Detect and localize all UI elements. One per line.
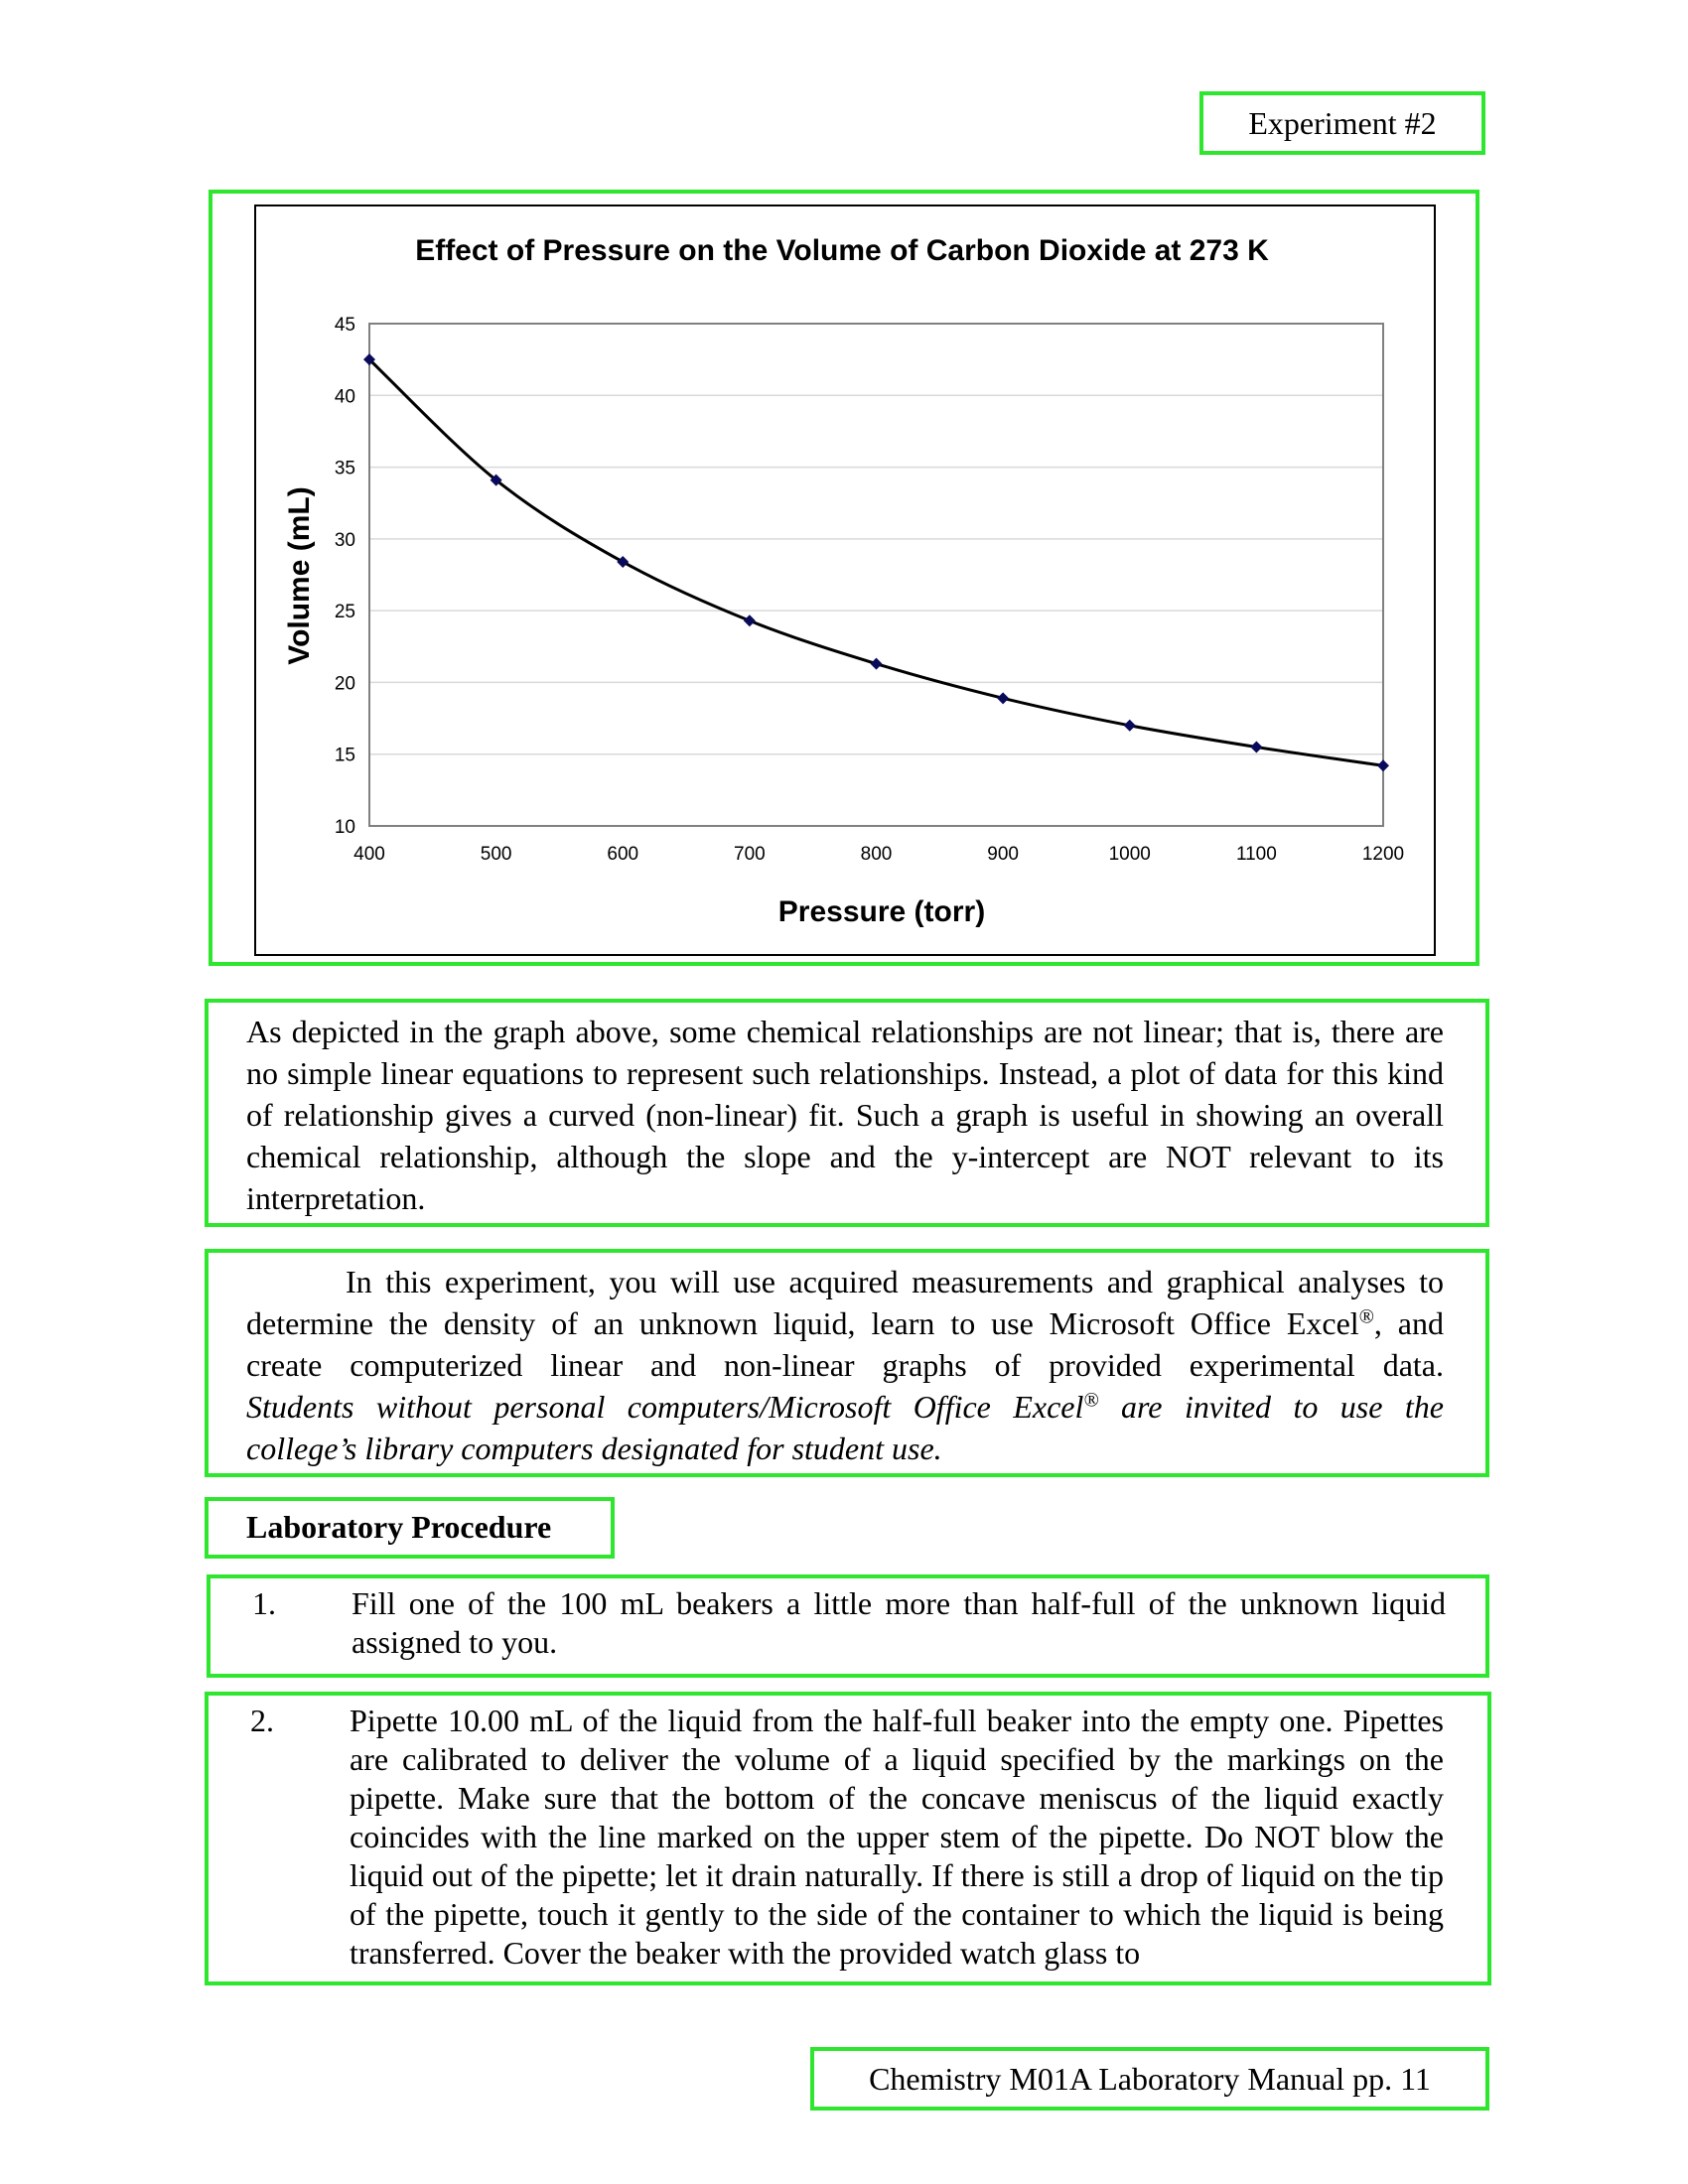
x-axis-label: Pressure (torr) bbox=[778, 895, 985, 928]
y-tick-label: 40 bbox=[335, 386, 355, 407]
experiment-label-box: Experiment #2 bbox=[1199, 91, 1485, 155]
data-point bbox=[363, 353, 375, 366]
procedure-heading-box: Laboratory Procedure bbox=[205, 1497, 615, 1559]
data-point bbox=[1123, 719, 1136, 732]
experiment-line-1: In this experiment, you will use acquire… bbox=[346, 1264, 1444, 1299]
data-point bbox=[617, 555, 630, 568]
intro-paragraph-box: As depicted in the graph above, some che… bbox=[205, 999, 1489, 1227]
experiment-line-5: college’s library computers designated f… bbox=[246, 1431, 942, 1466]
experiment-paragraph-box: In this experiment, you will use acquire… bbox=[205, 1249, 1489, 1477]
experiment-paragraph: In this experiment, you will use acquire… bbox=[246, 1261, 1444, 1469]
step-number: 1. bbox=[252, 1585, 276, 1621]
experiment-line-4: Students without personal computers/Micr… bbox=[246, 1386, 1444, 1428]
chart-frame bbox=[254, 205, 1436, 956]
experiment-line-2-end: , and bbox=[1373, 1305, 1445, 1341]
x-tick-label: 1000 bbox=[1109, 844, 1151, 865]
y-axis-label: Volume (mL) bbox=[283, 486, 316, 664]
y-tick-label: 30 bbox=[335, 530, 355, 551]
step-number: 2. bbox=[250, 1703, 274, 1738]
procedure-step-1: 1. Fill one of the 100 mL beakers a litt… bbox=[207, 1574, 1489, 1678]
trend-curve bbox=[367, 358, 1384, 767]
chart-title: Effect of Pressure on the Volume of Carb… bbox=[415, 234, 1269, 267]
x-tick-label: 600 bbox=[607, 844, 638, 865]
y-tick-label: 45 bbox=[335, 315, 355, 336]
x-tick-label: 700 bbox=[734, 844, 766, 865]
y-tick-label: 15 bbox=[335, 746, 355, 766]
step-text: Fill one of the 100 mL beakers a little … bbox=[352, 1585, 1446, 1660]
data-point bbox=[490, 474, 502, 486]
intro-paragraph: As depicted in the graph above, some che… bbox=[246, 1014, 1444, 1216]
experiment-line-3: create computerized linear and non-linea… bbox=[246, 1347, 1444, 1383]
experiment-line-4-end: are invited to use the bbox=[1098, 1389, 1445, 1425]
data-point bbox=[1250, 741, 1263, 753]
plot-border bbox=[368, 323, 1384, 827]
x-tick-label: 1200 bbox=[1362, 844, 1404, 865]
data-point bbox=[743, 614, 756, 627]
experiment-label: Experiment #2 bbox=[1248, 105, 1437, 141]
data-point bbox=[997, 692, 1010, 705]
y-tick-label: 10 bbox=[335, 817, 355, 838]
x-tick-label: 800 bbox=[861, 844, 893, 865]
x-tick-label: 900 bbox=[987, 844, 1019, 865]
x-tick-label: 1100 bbox=[1236, 844, 1277, 865]
experiment-line-4-text: Students without personal computers/Micr… bbox=[246, 1389, 1084, 1425]
data-point bbox=[870, 657, 883, 670]
x-tick-label: 400 bbox=[353, 844, 385, 865]
procedure-step-2: 2. Pipette 10.00 mL of the liquid from t… bbox=[205, 1692, 1491, 1985]
y-tick-label: 35 bbox=[335, 459, 355, 479]
experiment-line-2-text: determine the density of an unknown liqu… bbox=[246, 1305, 1359, 1341]
procedure-heading: Laboratory Procedure bbox=[246, 1509, 552, 1545]
page-footer-box: Chemistry M01A Laboratory Manual pp. 11 bbox=[810, 2047, 1489, 2111]
data-point bbox=[1377, 759, 1389, 772]
pressure-volume-chart: 10 15 20 25 30 35 40 45 400 500 600 700 800 900 1000 11… bbox=[283, 234, 1404, 928]
y-tick-label: 20 bbox=[335, 673, 355, 694]
step-text: Pipette 10.00 mL of the liquid from the … bbox=[350, 1703, 1444, 1971]
x-tick-label: 500 bbox=[481, 844, 512, 865]
y-tick-label: 25 bbox=[335, 602, 355, 622]
registered-mark: ® bbox=[1358, 1305, 1374, 1328]
page-footer: Chemistry M01A Laboratory Manual pp. 11 bbox=[869, 2061, 1431, 2097]
registered-mark: ® bbox=[1083, 1389, 1099, 1412]
experiment-line-2: determine the density of an unknown liqu… bbox=[246, 1302, 1444, 1344]
